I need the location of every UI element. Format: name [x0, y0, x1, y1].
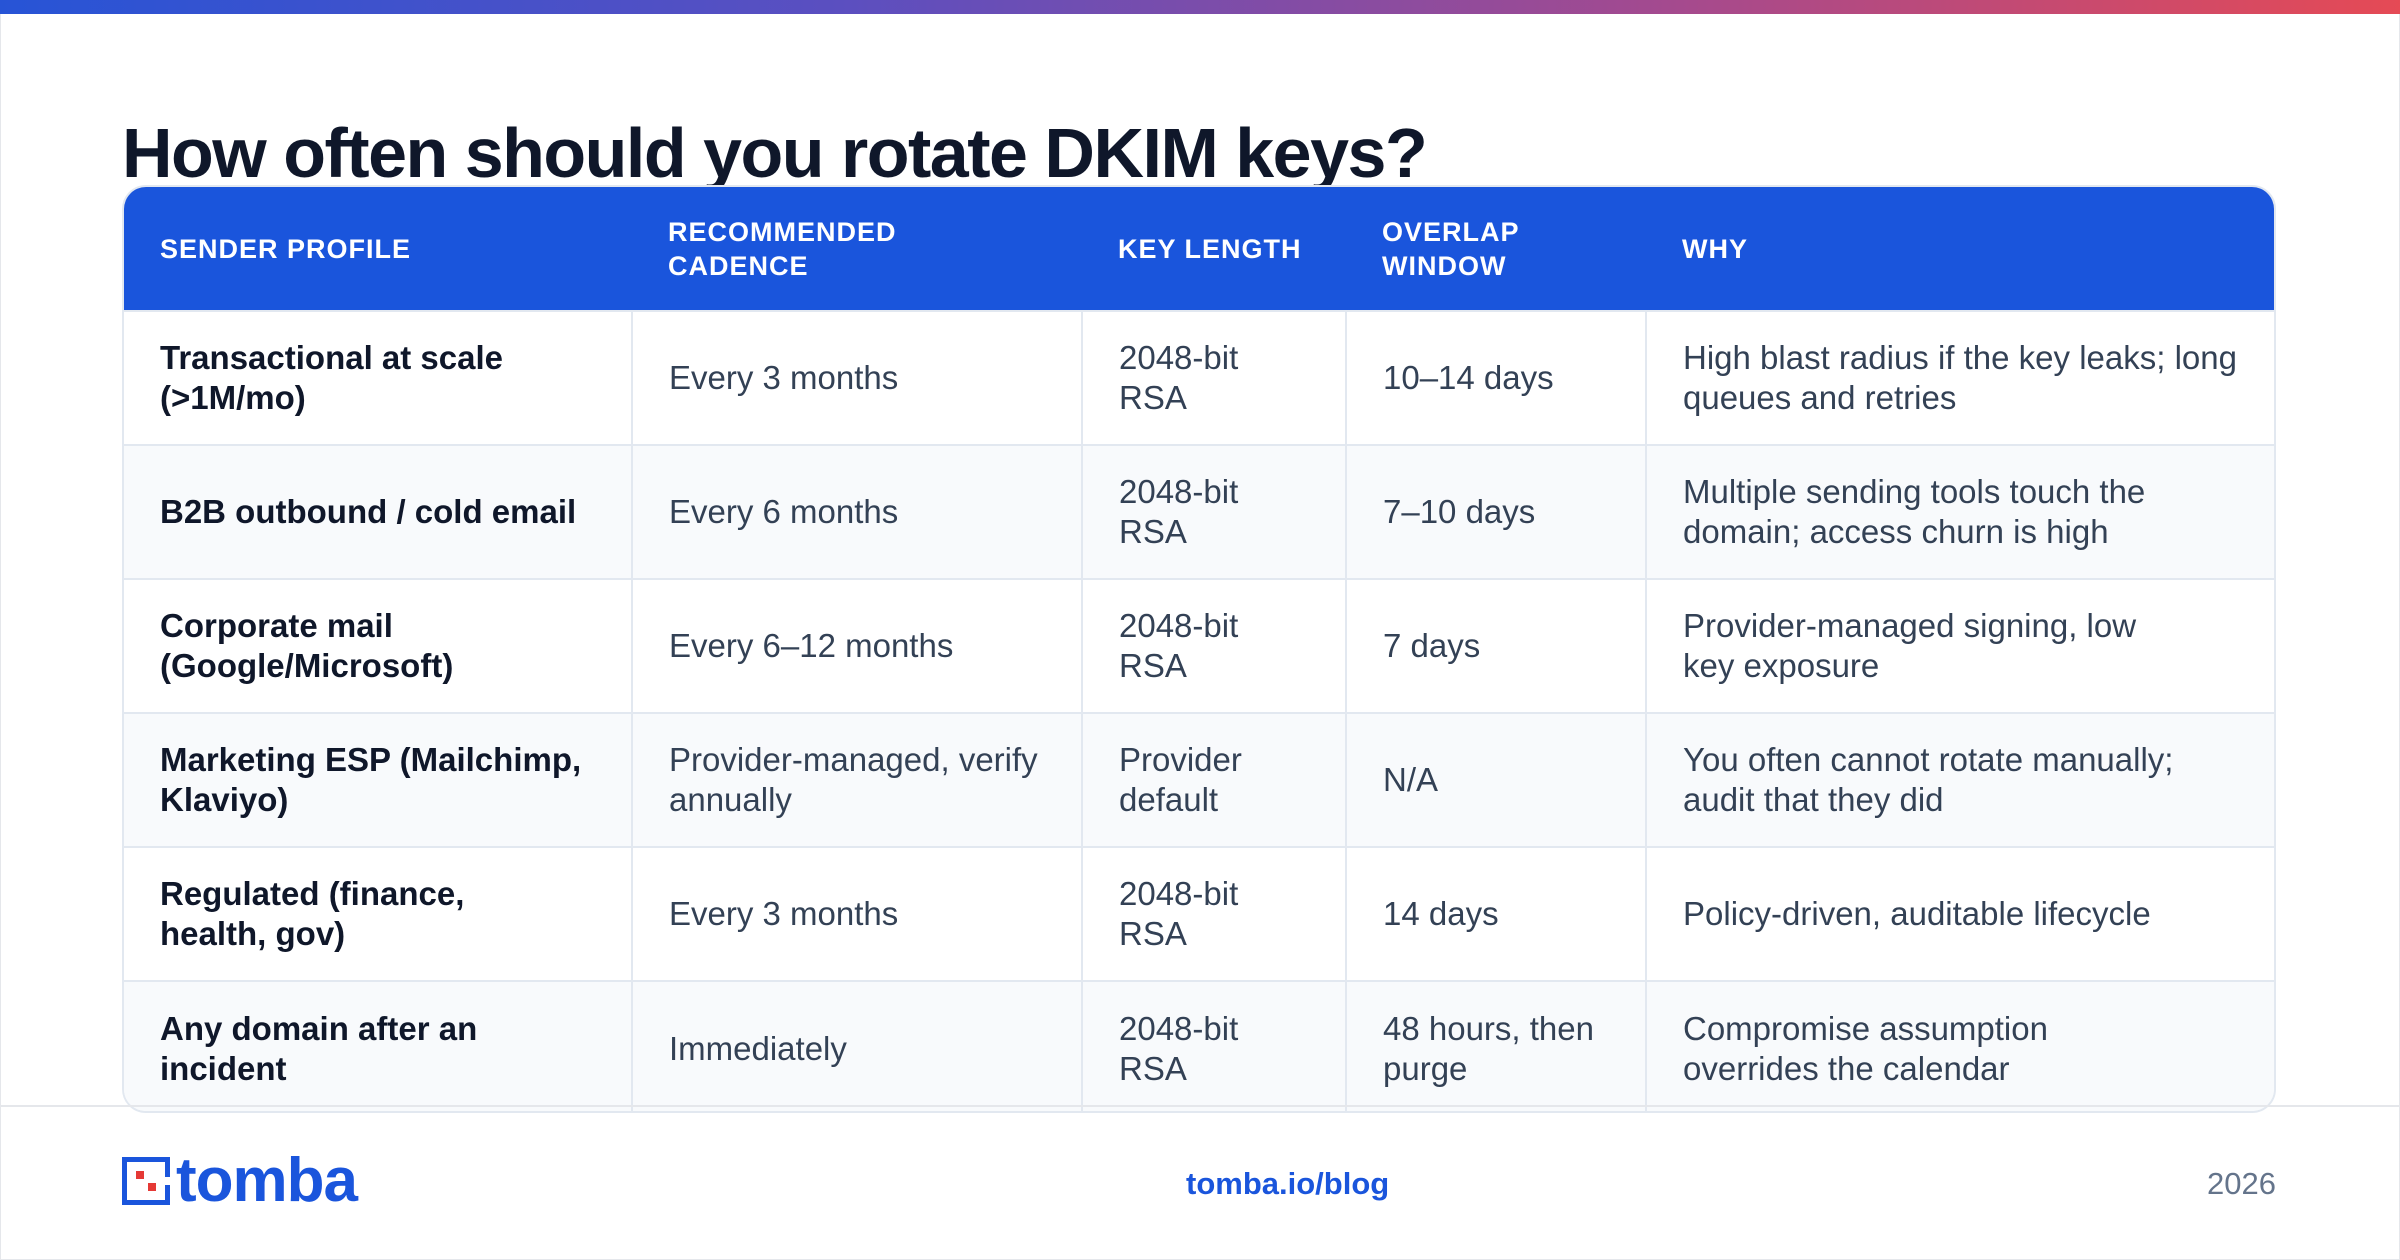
- page-title: How often should you rotate DKIM keys?: [122, 114, 1428, 192]
- cell-key-length: 2048-bit RSA: [1081, 578, 1346, 713]
- cell-profile: Regulated (finance, health, gov): [124, 846, 632, 981]
- cell-profile: B2B outbound / cold email: [124, 444, 632, 579]
- cell-key-length: 2048-bit RSA: [1081, 444, 1346, 579]
- cell-cadence: Every 6 months: [631, 444, 1082, 579]
- tomba-logo-text: tomba: [176, 1146, 358, 1215]
- cell-profile: Corporate mail (Google/Microsoft): [124, 578, 632, 713]
- cell-profile: Transactional at scale (>1M/mo): [124, 310, 632, 445]
- cell-overlap: 7 days: [1345, 578, 1646, 713]
- header-why: WHY: [1682, 233, 1748, 264]
- tomba-logo[interactable]: tomba: [121, 1146, 358, 1215]
- gradient-top-bar: [0, 0, 2400, 14]
- table-row: Corporate mail (Google/Microsoft) Every …: [124, 578, 2274, 713]
- cell-profile: Marketing ESP (Mailchimp, Klaviyo): [124, 712, 632, 847]
- cell-why: You often cannot rotate manually; audit …: [1645, 712, 2274, 847]
- table-row: Regulated (finance, health, gov) Every 3…: [124, 846, 2274, 981]
- blog-link[interactable]: tomba.io/blog: [1186, 1166, 1390, 1201]
- cell-profile: Any domain after an incident: [124, 980, 632, 1111]
- rotation-table: SENDER PROFILE RECOMMENDED CADENCE KEY L…: [124, 187, 2274, 1111]
- header-key-length: KEY LENGTH: [1118, 233, 1302, 264]
- table-row: B2B outbound / cold email Every 6 months…: [124, 444, 2274, 579]
- cell-cadence: Immediately: [631, 980, 1082, 1111]
- footer-year: 2026: [2207, 1166, 2276, 1201]
- header-overlap-window-text: OVERLAP WINDOW: [1382, 216, 1520, 281]
- header-overlap-window: OVERLAP WINDOW: [1346, 187, 1646, 311]
- table-header-row: SENDER PROFILE RECOMMENDED CADENCE KEY L…: [124, 187, 2274, 311]
- cell-key-length: Provider default: [1081, 712, 1346, 847]
- cell-why: Policy-driven, auditable lifecycle: [1645, 846, 2274, 981]
- cell-cadence: Every 3 months: [631, 310, 1082, 445]
- cell-overlap: 10–14 days: [1345, 310, 1646, 445]
- header-recommended-cadence-text: RECOMMENDED CADENCE: [668, 216, 897, 281]
- cell-why: Provider-managed signing, low key exposu…: [1645, 578, 2274, 713]
- cell-overlap: N/A: [1345, 712, 1646, 847]
- header-recommended-cadence: RECOMMENDED CADENCE: [632, 187, 1082, 311]
- cell-why: Compromise assumption overrides the cale…: [1645, 980, 2274, 1111]
- cell-key-length: 2048-bit RSA: [1081, 980, 1346, 1111]
- cell-cadence: Every 6–12 months: [631, 578, 1082, 713]
- cell-key-length: 2048-bit RSA: [1081, 310, 1346, 445]
- cell-why: High blast radius if the key leaks; long…: [1645, 310, 2274, 445]
- cell-overlap: 14 days: [1345, 846, 1646, 981]
- table-row: Transactional at scale (>1M/mo) Every 3 …: [124, 310, 2274, 445]
- footer-divider: [0, 1105, 2400, 1107]
- table-row: Marketing ESP (Mailchimp, Klaviyo) Provi…: [124, 712, 2274, 847]
- rotation-table-card: SENDER PROFILE RECOMMENDED CADENCE KEY L…: [122, 185, 2276, 1113]
- header-sender-profile: SENDER PROFILE: [160, 233, 412, 264]
- cell-why: Multiple sending tools touch the domain;…: [1645, 444, 2274, 579]
- cell-overlap: 48 hours, then purge: [1345, 980, 1646, 1111]
- cell-key-length: 2048-bit RSA: [1081, 846, 1346, 981]
- cell-overlap: 7–10 days: [1345, 444, 1646, 579]
- cell-cadence: Provider-managed, verify annually: [631, 712, 1082, 847]
- cell-cadence: Every 3 months: [631, 846, 1082, 981]
- table-header: SENDER PROFILE RECOMMENDED CADENCE KEY L…: [124, 187, 2274, 311]
- table-body: Transactional at scale (>1M/mo) Every 3 …: [124, 310, 2274, 1111]
- table-row: Any domain after an incident Immediately…: [124, 980, 2274, 1111]
- tomba-logo-icon: [121, 1156, 171, 1206]
